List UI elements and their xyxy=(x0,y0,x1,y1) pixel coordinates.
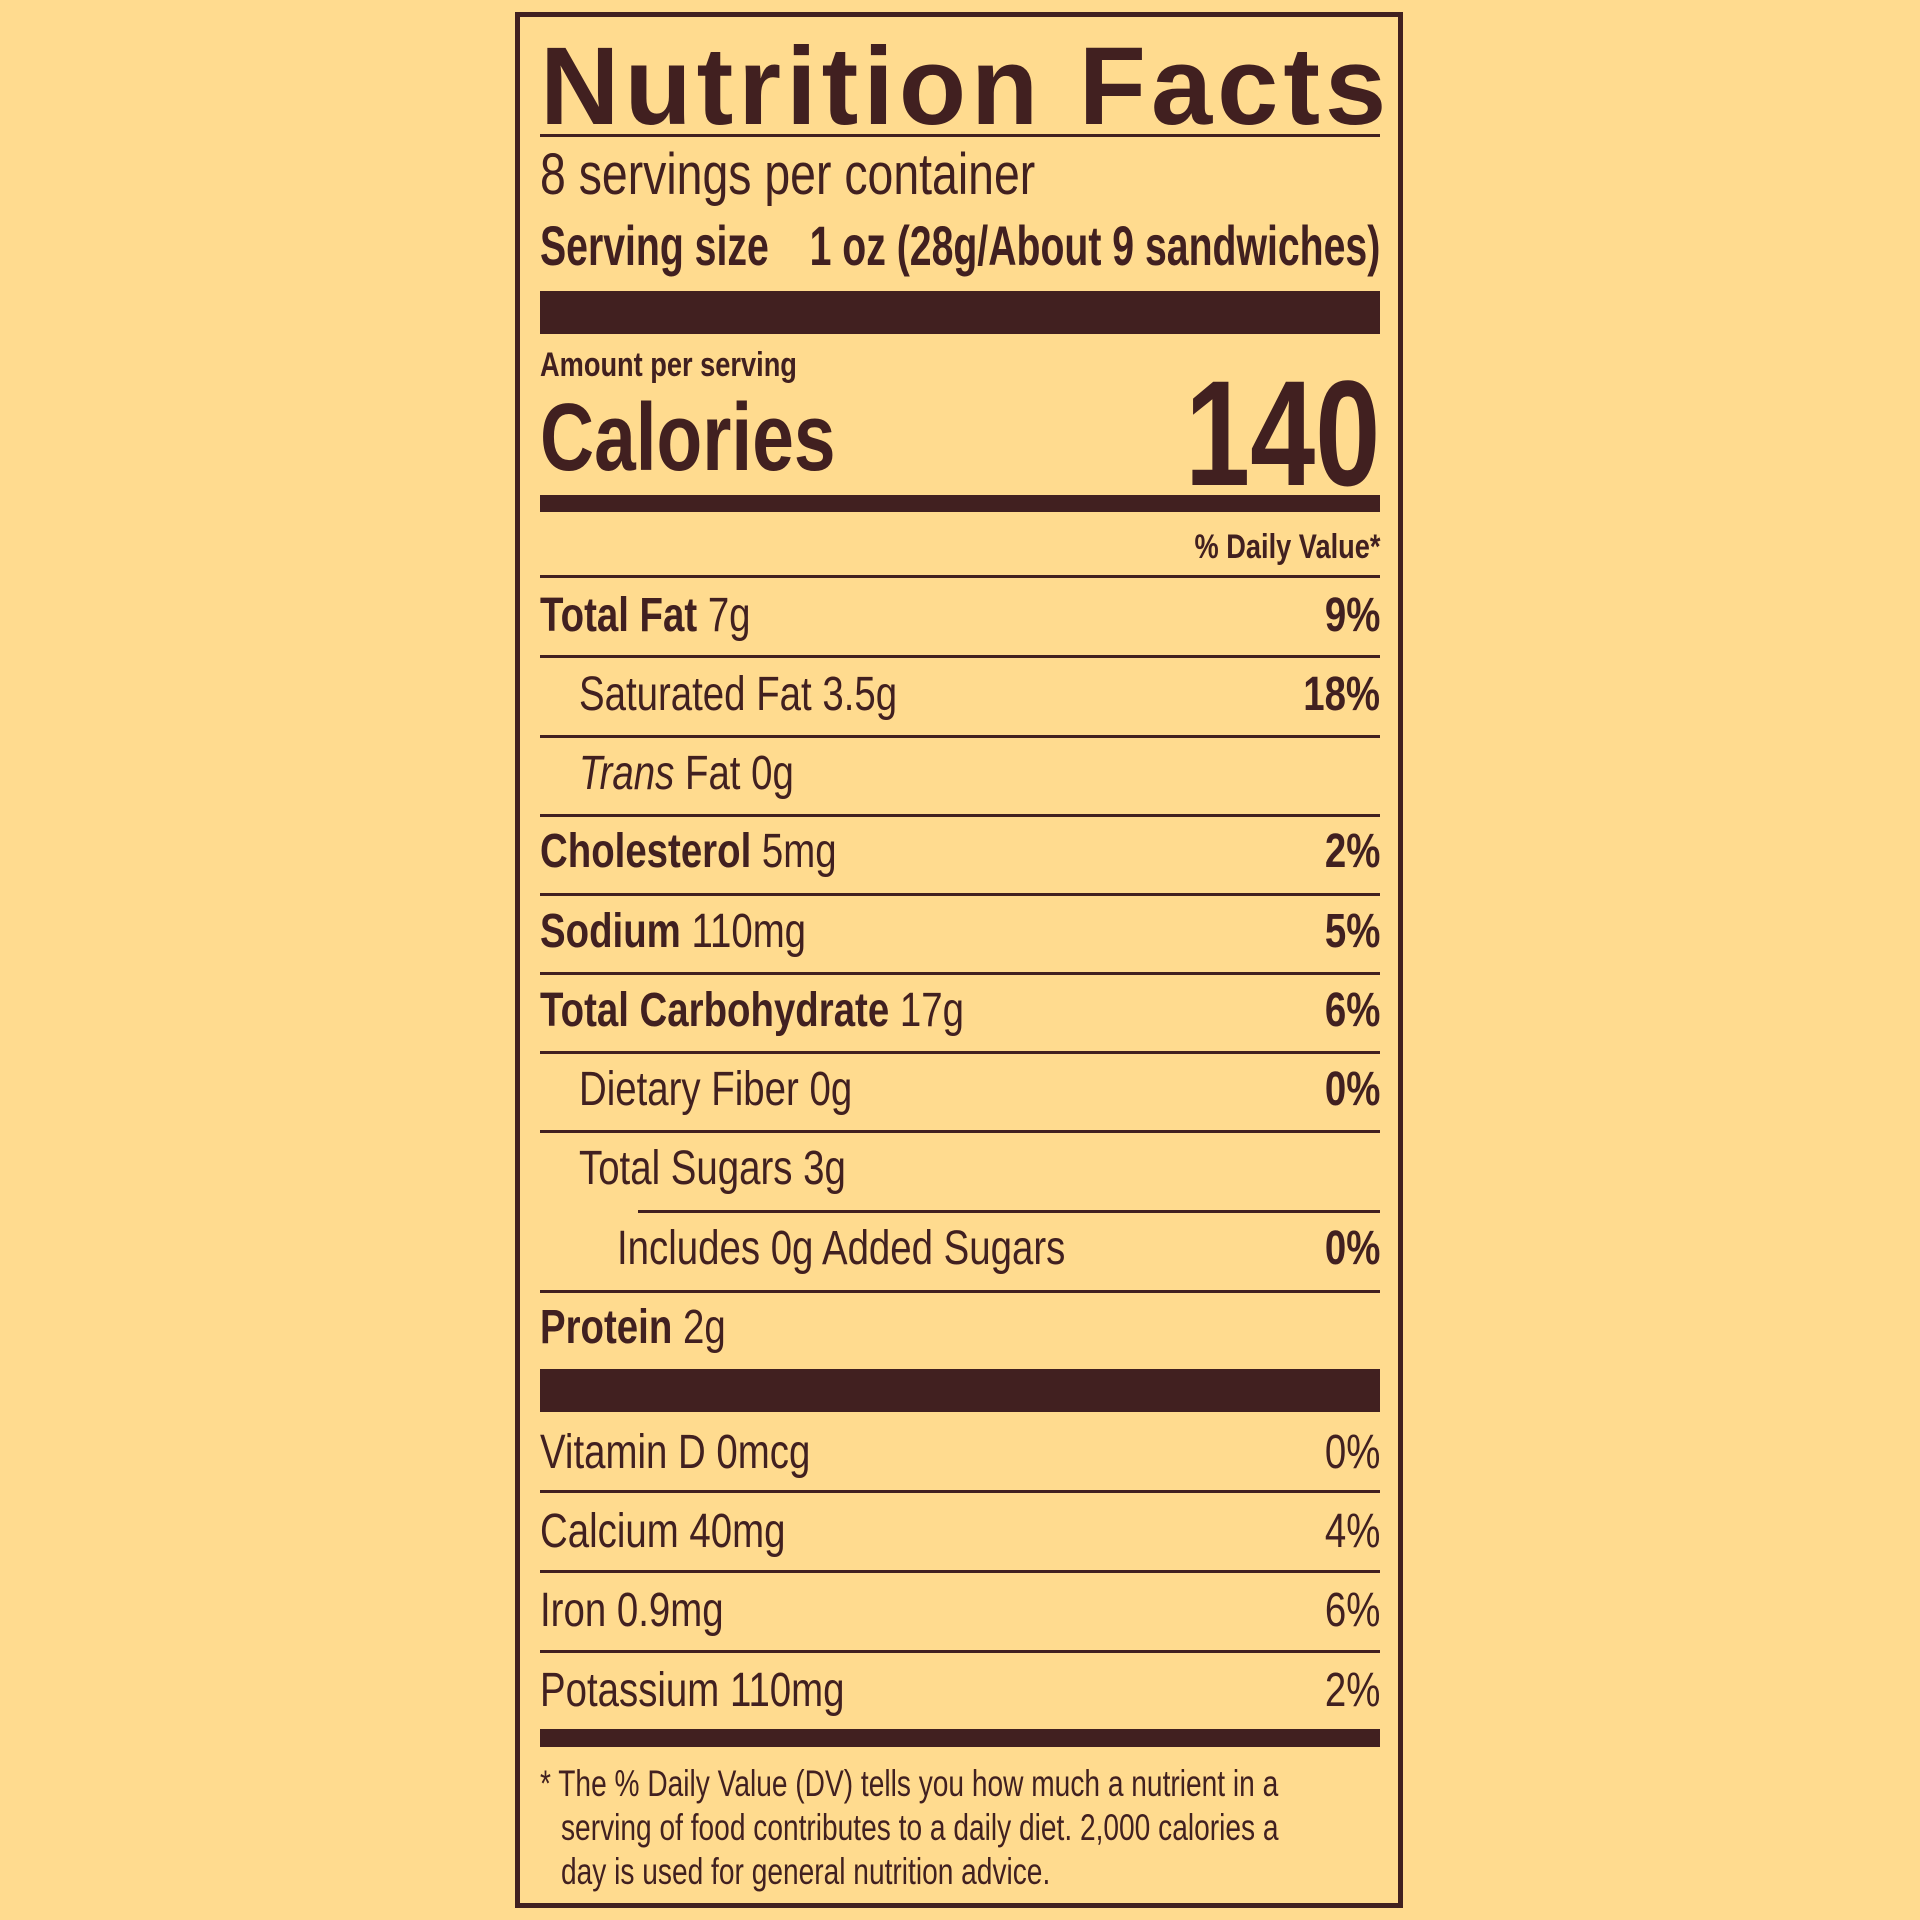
divider xyxy=(540,1650,1380,1653)
divider xyxy=(540,655,1380,658)
nutrient-row-total-carbohydrate: Total Carbohydrate 17g xyxy=(540,984,964,1037)
medium-bar xyxy=(540,1729,1380,1747)
divider xyxy=(540,1490,1380,1493)
nutrition-label-frame xyxy=(515,12,1403,1908)
divider xyxy=(540,972,1380,975)
dv-cholesterol: 2% xyxy=(1324,825,1381,878)
serving-size-label: Serving size xyxy=(540,214,769,277)
footnote-line: * The % Daily Value (DV) tells you how m… xyxy=(540,1763,1279,1804)
nutrient-row-total-fat: Total Fat 7g xyxy=(540,589,751,642)
nutrient-row-protein: Protein 2g xyxy=(540,1301,726,1354)
dv-saturated-fat: 18% xyxy=(1303,668,1380,721)
dv-iron: 6% xyxy=(1324,1584,1381,1637)
vitamin-row-calcium: Calcium 40mg xyxy=(540,1505,786,1558)
title: Nutrition Facts xyxy=(540,25,1392,148)
nutrient-row-saturated-fat: Saturated Fat 3.5g xyxy=(579,668,898,721)
daily-value-header: % Daily Value* xyxy=(1194,528,1380,566)
divider xyxy=(540,1290,1380,1293)
divider xyxy=(540,893,1380,896)
vitamin-row-iron: Iron 0.9mg xyxy=(540,1584,724,1637)
dv-sodium: 5% xyxy=(1324,905,1381,958)
dv-potassium: 2% xyxy=(1324,1664,1381,1717)
divider xyxy=(540,1570,1380,1573)
calories-value: 140 xyxy=(1184,349,1380,517)
footnote-line: day is used for general nutrition advice… xyxy=(561,1851,1051,1892)
dv-total-carbohydrate: 6% xyxy=(1324,984,1381,1037)
amount-per-serving: Amount per serving xyxy=(540,346,797,384)
divider xyxy=(540,814,1380,817)
medium-bar xyxy=(540,495,1380,512)
nutrient-row-cholesterol: Cholesterol 5mg xyxy=(540,825,837,878)
dv-vitamin-d: 0% xyxy=(1324,1426,1381,1479)
divider xyxy=(638,1210,1380,1213)
divider xyxy=(540,575,1380,578)
calories-label: Calories xyxy=(540,384,836,491)
nutrient-row-total-sugars: Total Sugars 3g xyxy=(579,1142,846,1195)
servings-per-container: 8 servings per container xyxy=(540,142,1036,207)
thick-bar xyxy=(540,1369,1380,1412)
vitamin-row-potassium: Potassium 110mg xyxy=(540,1664,845,1717)
dv-added-sugars: 0% xyxy=(1324,1222,1381,1275)
divider xyxy=(540,735,1380,738)
footnote-line: serving of food contributes to a daily d… xyxy=(561,1807,1279,1848)
nutrient-row-trans-fat: Trans Fat 0g xyxy=(579,747,794,800)
divider xyxy=(540,1051,1380,1054)
divider xyxy=(540,134,1380,137)
divider xyxy=(540,1130,1380,1133)
vitamin-row-vitamin-d: Vitamin D 0mcg xyxy=(540,1426,811,1479)
nutrient-row-added-sugars: Includes 0g Added Sugars xyxy=(617,1222,1066,1275)
dv-total-fat: 9% xyxy=(1324,589,1381,642)
nutrient-row-dietary-fiber: Dietary Fiber 0g xyxy=(579,1063,853,1116)
serving-size-value: 1 oz (28g/About 9 sandwiches) xyxy=(809,214,1380,277)
nutrient-row-sodium: Sodium 110mg xyxy=(540,905,807,958)
dv-calcium: 4% xyxy=(1324,1505,1381,1558)
thick-bar xyxy=(540,291,1380,334)
dv-dietary-fiber: 0% xyxy=(1324,1063,1381,1116)
